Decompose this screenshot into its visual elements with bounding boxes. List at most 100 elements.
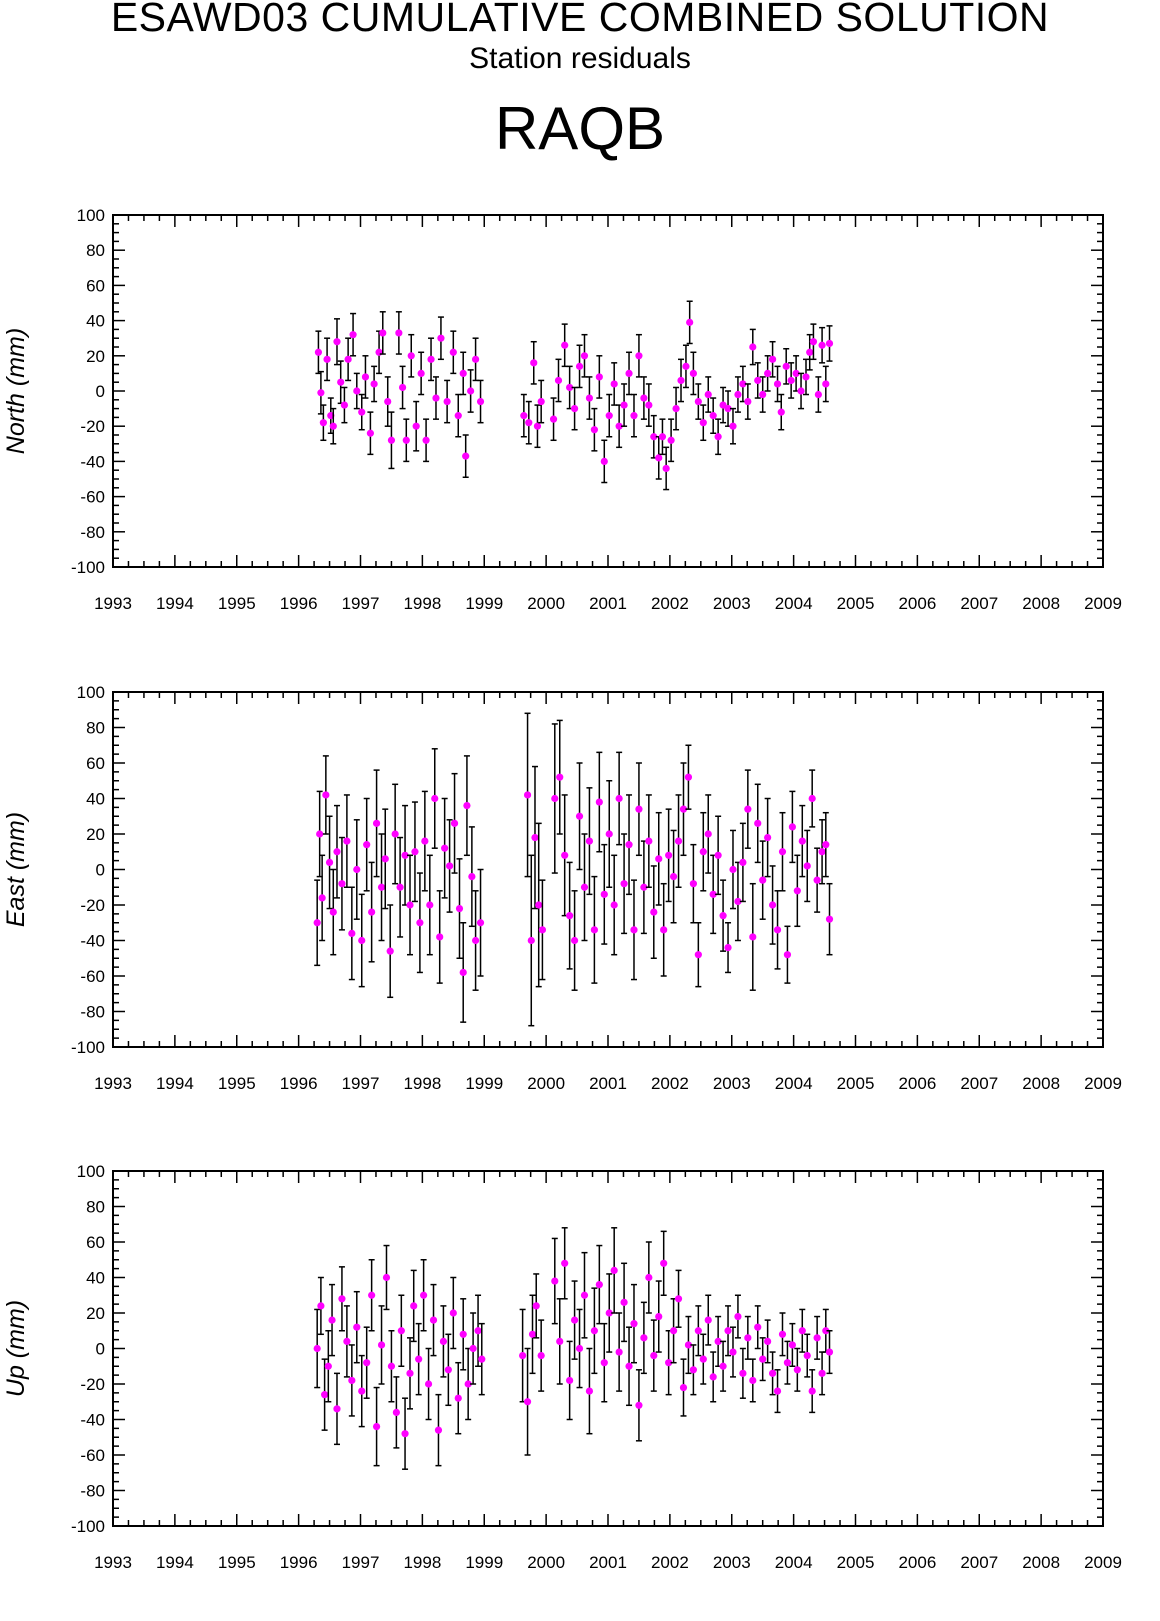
data-point xyxy=(411,848,419,856)
data-point xyxy=(768,355,777,363)
data-point xyxy=(384,397,392,406)
data-point xyxy=(806,348,814,356)
data-point xyxy=(808,794,816,803)
y-tick-label: 40 xyxy=(86,790,105,809)
data-point xyxy=(674,837,683,845)
data-point xyxy=(410,1302,418,1310)
data-point xyxy=(343,837,351,845)
y-tick-label: 20 xyxy=(86,825,105,844)
y-tick-label: -40 xyxy=(80,932,105,951)
data-point xyxy=(343,1337,351,1345)
data-point xyxy=(620,880,628,888)
data-point xyxy=(764,369,772,377)
x-tick-label: 2009 xyxy=(1084,594,1122,613)
data-point xyxy=(590,426,598,434)
data-point xyxy=(704,830,712,838)
data-point xyxy=(655,1312,663,1321)
data-point xyxy=(734,1312,742,1321)
data-point xyxy=(401,1430,409,1438)
y-tick-label: 40 xyxy=(86,1269,105,1288)
data-point xyxy=(537,1352,545,1360)
data-point xyxy=(375,348,383,356)
data-point xyxy=(797,387,805,395)
data-point xyxy=(401,851,409,859)
x-tick-label: 1995 xyxy=(218,594,256,613)
data-point xyxy=(525,419,533,427)
data-point xyxy=(366,429,374,437)
x-tick-label: 2007 xyxy=(960,1074,998,1093)
data-point xyxy=(353,865,361,874)
data-point xyxy=(625,369,633,377)
x-tick-label: 1998 xyxy=(403,594,441,613)
data-point xyxy=(566,1376,574,1385)
data-point xyxy=(338,880,346,888)
data-point xyxy=(768,901,777,909)
data-point xyxy=(590,1327,598,1335)
data-point xyxy=(787,376,795,385)
data-point xyxy=(600,890,608,898)
y-tick-label: -100 xyxy=(71,1038,105,1057)
y-tick-label: 100 xyxy=(77,206,105,225)
x-tick-label: 1993 xyxy=(94,1074,132,1093)
data-point xyxy=(734,897,742,906)
x-tick-label: 2009 xyxy=(1084,1553,1122,1572)
data-point xyxy=(744,1334,752,1342)
y-tick-label: -20 xyxy=(80,1375,105,1394)
data-point xyxy=(566,912,574,920)
data-point xyxy=(415,1355,423,1363)
data-point xyxy=(459,968,467,977)
station-name: RAQB xyxy=(494,95,666,162)
data-point xyxy=(825,1348,834,1356)
data-point xyxy=(585,1387,594,1395)
data-point xyxy=(773,1387,782,1395)
data-point xyxy=(674,1295,683,1303)
data-point xyxy=(387,1362,396,1370)
data-point xyxy=(429,1316,438,1324)
data-point xyxy=(358,936,366,945)
data-point xyxy=(669,1327,678,1335)
data-point xyxy=(759,876,767,884)
x-tick-label: 1999 xyxy=(465,1074,503,1093)
x-tick-label: 2002 xyxy=(651,1074,689,1093)
data-point xyxy=(813,1334,821,1342)
data-point xyxy=(709,412,717,420)
data-point xyxy=(724,944,732,952)
data-point xyxy=(566,383,574,392)
data-point xyxy=(474,1327,482,1335)
chart-panel-2: 100 80 60 40 20 0 -20 -40 -60 -80 -100 1993 1994 1995… xyxy=(2,683,1122,1093)
x-tick-label: 2003 xyxy=(713,594,751,613)
x-tick-label: 2007 xyxy=(960,1553,998,1572)
data-point xyxy=(620,1298,628,1306)
data-point xyxy=(689,1366,697,1374)
x-tick-label: 2002 xyxy=(651,1553,689,1572)
chart-panel-3: 100 80 60 40 20 0 -20 -40 -60 -80 -100 1993 1994 1995… xyxy=(2,1162,1122,1572)
data-point xyxy=(368,1291,376,1299)
x-tick-label: 2003 xyxy=(713,1553,751,1572)
data-point xyxy=(679,1383,688,1392)
data-point xyxy=(595,373,603,381)
y-tick-label: 80 xyxy=(86,241,105,260)
data-point xyxy=(645,1273,653,1282)
y-axis-label: Up (mm) xyxy=(2,1300,30,1397)
data-point xyxy=(719,912,727,920)
data-point xyxy=(630,1320,638,1328)
data-point xyxy=(580,883,589,891)
data-point xyxy=(363,1359,371,1367)
data-point xyxy=(580,1291,589,1299)
x-tick-label: 1994 xyxy=(156,1074,194,1093)
data-point xyxy=(778,848,787,856)
data-point xyxy=(455,904,464,913)
y-tick-label: -100 xyxy=(71,1517,105,1536)
data-point xyxy=(689,369,697,377)
y-tick-label: -40 xyxy=(80,452,105,471)
data-point xyxy=(822,380,830,388)
data-point xyxy=(699,848,707,856)
data-point xyxy=(684,773,693,781)
data-point xyxy=(532,1302,540,1310)
data-point xyxy=(368,908,376,916)
data-point xyxy=(640,394,648,402)
data-point xyxy=(585,837,594,845)
data-point xyxy=(605,412,613,420)
data-point xyxy=(329,422,337,430)
data-point xyxy=(729,1348,737,1356)
